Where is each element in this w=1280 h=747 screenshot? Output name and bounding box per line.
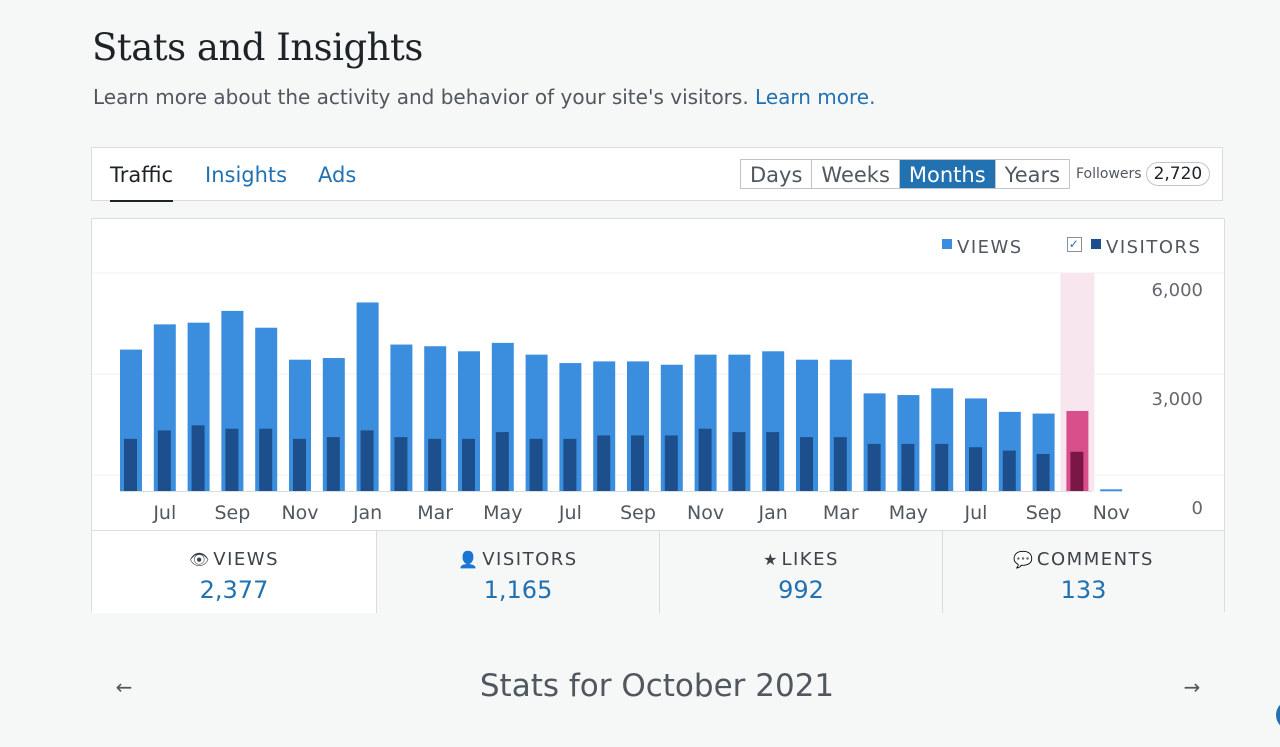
summary-tab-views[interactable]: 👁 VIEWS 2,377 <box>92 531 376 613</box>
visitors-bar <box>631 435 644 491</box>
x-tick-label: Mar <box>417 502 453 524</box>
page-title: Stats and Insights <box>92 26 423 69</box>
visitors-bar <box>732 432 746 491</box>
help-button[interactable] <box>1276 700 1280 730</box>
summary-tab-likes[interactable]: ★ LIKES 992 <box>659 531 942 613</box>
visitors-bar <box>394 437 408 491</box>
followers-label: Followers <box>1076 166 1142 182</box>
visitors-bar <box>259 428 273 491</box>
visitors-bar <box>1002 450 1016 491</box>
visitors-bar <box>462 438 475 491</box>
period-weeks-button[interactable]: Weeks <box>812 160 900 188</box>
x-tick-label: Jul <box>964 502 988 524</box>
visitors-bar <box>766 432 780 491</box>
x-tick-label: Jan <box>758 502 788 524</box>
visitors-bar <box>360 430 374 491</box>
x-tick-label: Jan <box>352 502 382 524</box>
visitors-bar <box>664 435 678 491</box>
period-years-button[interactable]: Years <box>995 160 1070 188</box>
visitors-bar <box>597 435 611 491</box>
visitors-swatch <box>1091 238 1101 249</box>
visitors-bar <box>428 438 442 491</box>
x-tick-label: Jul <box>152 502 176 524</box>
visitors-bar <box>191 425 205 491</box>
period-months-button[interactable]: Months <box>899 160 996 188</box>
tab-ads[interactable]: Ads <box>318 163 357 187</box>
y-tick-label: 6,000 <box>1151 280 1203 301</box>
period-selector: Days Weeks Months Years <box>740 159 1071 189</box>
summary-visitors-label: VISITORS <box>482 549 578 570</box>
page-subtitle: Learn more about the activity and behavi… <box>93 85 875 109</box>
summary-comments-label: COMMENTS <box>1036 549 1154 570</box>
x-tick-label: May <box>889 502 928 524</box>
chart-card: Jul Sep Nov Jan Mar May Jul Sep Nov Jan Mar May Jul S… <box>91 218 1225 613</box>
views-swatch <box>942 238 952 249</box>
views-bar <box>1100 489 1123 492</box>
comment-icon: 💬 <box>1013 550 1033 569</box>
visitors-bar <box>969 447 982 491</box>
legend-visitors-label: VISITORS <box>1106 237 1202 258</box>
x-tick-label: Sep <box>1026 502 1062 524</box>
followers-count-badge: 2,720 <box>1145 162 1211 186</box>
summary-visitors-value: 1,165 <box>483 576 553 604</box>
period-days-button[interactable]: Days <box>741 160 813 188</box>
x-tick-label: May <box>483 502 522 524</box>
visitors-bar <box>529 438 543 491</box>
summary-tabs: 👁 VIEWS 2,377 👤 VISITORS 1,165 ★ LIKES 992 … <box>92 530 1224 613</box>
x-tick-label: Nov <box>1093 502 1130 524</box>
star-icon: ★ <box>763 550 778 569</box>
tab-traffic[interactable]: Traffic <box>110 148 174 202</box>
visitors-bar <box>124 438 137 491</box>
learn-more-link[interactable]: Learn more. <box>755 85 876 109</box>
legend-views-label: VIEWS <box>957 237 1023 258</box>
visitors-bar <box>867 443 881 491</box>
x-tick-label: Sep <box>214 502 250 524</box>
visitors-bar <box>1070 451 1084 491</box>
x-tick-label: Mar <box>823 502 859 524</box>
visitors-bar <box>495 432 509 491</box>
visitors-bar <box>1036 453 1050 491</box>
period-navigation: ← Stats for October 2021 → <box>91 664 1223 712</box>
visitors-bar <box>901 443 915 491</box>
visitors-bar <box>800 437 813 491</box>
x-tick-label: Nov <box>687 502 724 524</box>
visitors-bar <box>563 438 577 491</box>
x-tick-label: Nov <box>281 502 318 524</box>
subtitle-text: Learn more about the activity and behavi… <box>93 85 749 109</box>
summary-tab-comments[interactable]: 💬 COMMENTS 133 <box>942 531 1224 613</box>
summary-likes-value: 992 <box>778 576 824 604</box>
visitors-bar <box>326 437 340 491</box>
visitors-checkbox[interactable]: ✓ <box>1067 237 1082 252</box>
followers-link[interactable]: Followers 2,720 <box>1076 162 1211 186</box>
legend-views: VIEWS <box>942 237 1023 258</box>
x-tick-label: Jul <box>558 502 582 524</box>
summary-comments-value: 133 <box>1060 576 1107 604</box>
visitors-bar <box>935 443 949 491</box>
next-period-button[interactable]: → <box>1183 675 1201 699</box>
summary-likes-label: LIKES <box>781 549 839 570</box>
summary-views-value: 2,377 <box>199 576 269 604</box>
x-tick-label: Sep <box>620 502 656 524</box>
period-title: Stats for October 2021 <box>479 668 835 704</box>
summary-tab-visitors[interactable]: 👤 VISITORS 1,165 <box>376 531 659 613</box>
stats-bar-chart[interactable]: Jul Sep Nov Jan Mar May Jul Sep Nov Jan Mar May Jul S… <box>92 219 1224 530</box>
tab-insights[interactable]: Insights <box>205 163 288 187</box>
y-tick-label: 0 <box>1192 498 1203 519</box>
eye-icon: 👁 <box>188 550 210 569</box>
visitors-bar <box>293 438 306 491</box>
y-tick-label: 3,000 <box>1151 389 1203 410</box>
visitors-bar <box>698 428 712 491</box>
visitors-bar <box>157 430 171 491</box>
summary-views-label: VIEWS <box>213 549 280 570</box>
person-icon: 👤 <box>458 550 479 569</box>
stats-nav-bar: Traffic Insights Ads Days Weeks Months Y… <box>91 147 1223 202</box>
legend-visitors[interactable]: ✓ VISITORS <box>1067 237 1201 258</box>
visitors-bar <box>225 428 239 491</box>
previous-period-button[interactable]: ← <box>115 675 133 699</box>
visitors-bar <box>833 437 847 491</box>
